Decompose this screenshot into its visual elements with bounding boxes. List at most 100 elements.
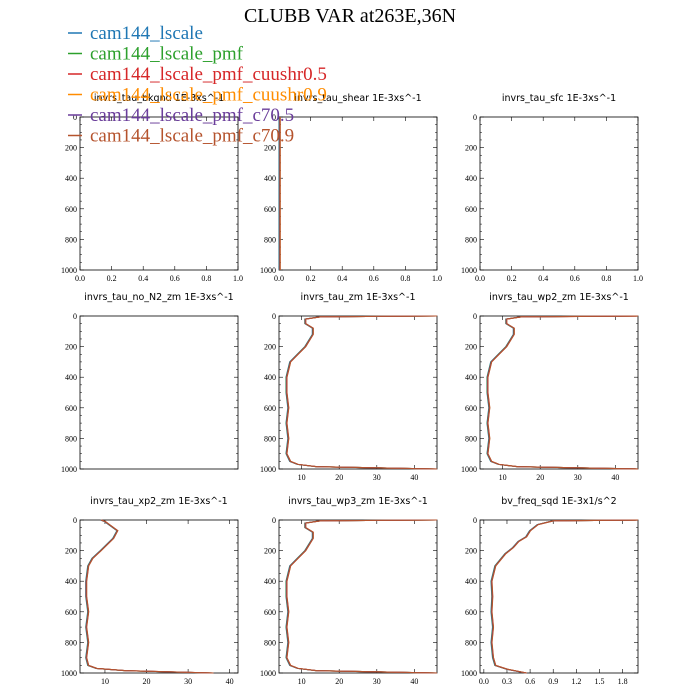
y-tick-label: 200 xyxy=(264,144,276,153)
panel-title: invrs_tau_wp2_zm 1E-3xs^-1 xyxy=(489,292,629,303)
panel-title: invrs_tau_no_N2_zm 1E-3xs^-1 xyxy=(84,292,233,303)
x-tick-label: 10 xyxy=(298,677,306,686)
panel: bv_freq_sqd 1E-3x1/s^2020040060080010000… xyxy=(461,496,639,686)
panel-frame xyxy=(79,519,239,674)
x-tick-label: 0.3 xyxy=(502,677,512,686)
x-tick-label: 0.8 xyxy=(601,274,611,283)
y-tick-label: 800 xyxy=(264,638,276,647)
series-line-cam144_lscale_pmf_c70.9 xyxy=(286,519,438,674)
series-line-cam144_lscale_pmf xyxy=(85,519,213,674)
x-tick-label: 10 xyxy=(101,677,109,686)
panel-frame xyxy=(479,315,639,470)
series-line-cam144_lscale xyxy=(285,315,437,470)
panel-title: invrs_tau_sfc 1E-3xs^-1 xyxy=(502,93,616,104)
y-tick-label: 200 xyxy=(264,547,276,556)
y-tick-label: 1000 xyxy=(260,266,276,275)
panel-title: invrs_tau_zm 1E-3xs^-1 xyxy=(301,292,416,303)
y-tick-label: 800 xyxy=(465,638,477,647)
series-line-cam144_lscale xyxy=(486,315,638,470)
legend-label: cam144_lscale_pmf_cuushr0.5 xyxy=(90,64,327,85)
x-tick-label: 0.4 xyxy=(538,274,548,283)
panel: invrs_tau_zm 1E-3xs^-1 0 200 400 600 800 1000 1… xyxy=(260,292,438,482)
panel-frame xyxy=(278,519,438,674)
y-tick-label: 0 xyxy=(473,312,477,321)
y-tick-label: 400 xyxy=(65,373,77,382)
panel: invrs_tau_no_N2_zm 1E-3xs^-1 0 200 400 600 80… xyxy=(61,292,239,474)
y-tick-label: 1000 xyxy=(61,266,77,275)
y-tick-label: 600 xyxy=(465,404,477,413)
y-tick-label: 600 xyxy=(465,608,477,617)
y-tick-label: 1000 xyxy=(461,266,477,275)
x-tick-label: 0.6 xyxy=(369,274,379,283)
y-tick-label: 1000 xyxy=(461,669,477,678)
panel-frame xyxy=(79,315,239,470)
x-tick-label: 0.4 xyxy=(337,274,347,283)
legend-label: cam144_lscale_pmf xyxy=(90,44,244,65)
panel: invrs_tau_sfc 1E-3xs^-1 0 200 400 600 800 1000… xyxy=(461,93,643,283)
y-tick-label: 600 xyxy=(264,205,276,214)
x-tick-label: 20 xyxy=(335,473,343,482)
y-tick-label: 400 xyxy=(264,373,276,382)
series-line-cam144_lscale_pmf_cuushr0.9 xyxy=(491,519,639,674)
series-line-cam144_lscale_pmf_c70.9 xyxy=(286,315,438,470)
y-tick-label: 800 xyxy=(465,434,477,443)
x-tick-label: 0.2 xyxy=(507,274,517,283)
series-line-cam144_lscale_pmf_c70.5 xyxy=(491,519,639,674)
panel: invrs_tau_bkgnd 1E-3xs^-1 0 200 400 600 800 10… xyxy=(61,93,243,283)
x-tick-label: 10 xyxy=(499,473,507,482)
legend-label: cam144_lscale_pmf_c70.5 xyxy=(90,105,294,126)
legend-label: cam144_lscale_pmf_c70.9 xyxy=(90,126,294,147)
y-tick-label: 400 xyxy=(65,174,77,183)
legend-label: cam144_lscale_pmf_cuushr0.9 xyxy=(90,85,327,106)
y-tick-label: 200 xyxy=(465,547,477,556)
y-tick-label: 800 xyxy=(465,235,477,244)
x-tick-label: 30 xyxy=(574,473,582,482)
series-line-cam144_lscale_pmf_cuushr0.5 xyxy=(491,519,639,674)
x-tick-label: 30 xyxy=(373,473,381,482)
legend: cam144_lscalecam144_lscale_pmfcam144_lsc… xyxy=(68,23,327,147)
x-tick-label: 20 xyxy=(143,677,151,686)
y-tick-label: 0 xyxy=(272,113,276,122)
x-tick-label: 20 xyxy=(536,473,544,482)
panel: invrs_tau_wp2_zm 1E-3xs^-1 0 200 400 600 800 1… xyxy=(461,292,639,482)
series-line-cam144_lscale_pmf_c70.5 xyxy=(85,519,214,674)
y-tick-label: 400 xyxy=(465,373,477,382)
x-tick-label: 20 xyxy=(335,677,343,686)
x-tick-label: 0.6 xyxy=(170,274,180,283)
x-tick-label: 10 xyxy=(298,473,306,482)
y-tick-label: 200 xyxy=(65,547,77,556)
x-tick-label: 0.0 xyxy=(475,274,485,283)
x-tick-label: 0.0 xyxy=(75,274,85,283)
series-line-cam144_lscale xyxy=(85,519,213,674)
panel-title: bv_freq_sqd 1E-3x1/s^2 xyxy=(501,496,616,507)
panels: invrs_tau_bkgnd 1E-3xs^-1020040060080010… xyxy=(61,93,643,686)
y-tick-label: 1000 xyxy=(461,465,477,474)
panel-frame xyxy=(479,116,639,271)
y-tick-label: 1000 xyxy=(260,669,276,678)
y-tick-label: 1000 xyxy=(61,669,77,678)
x-tick-label: 0.8 xyxy=(201,274,211,283)
y-tick-label: 400 xyxy=(465,174,477,183)
x-tick-label: 0.6 xyxy=(525,677,535,686)
y-tick-label: 600 xyxy=(465,205,477,214)
y-tick-label: 800 xyxy=(65,235,77,244)
y-tick-label: 800 xyxy=(264,434,276,443)
x-tick-label: 30 xyxy=(184,677,192,686)
x-tick-label: 1.0 xyxy=(233,274,243,283)
x-tick-label: 40 xyxy=(611,473,619,482)
y-tick-label: 1000 xyxy=(61,465,77,474)
panel-title: invrs_tau_xp2_zm 1E-3xs^-1 xyxy=(90,496,227,507)
series-line-cam144_lscale_pmf_c70.9 xyxy=(487,315,639,470)
panel-title: invrs_tau_bkgnd 1E-3xs^-1 xyxy=(94,93,224,104)
series-line-cam144_lscale xyxy=(285,519,437,674)
y-tick-label: 0 xyxy=(73,516,77,525)
series-line-cam144_lscale_pmf_c70.9 xyxy=(491,519,639,674)
panel-frame xyxy=(278,116,438,271)
y-tick-label: 600 xyxy=(65,404,77,413)
y-tick-label: 0 xyxy=(73,113,77,122)
x-tick-label: 0.0 xyxy=(274,274,284,283)
y-tick-label: 400 xyxy=(264,577,276,586)
x-tick-label: 0.4 xyxy=(138,274,148,283)
y-tick-label: 1000 xyxy=(260,465,276,474)
y-tick-label: 400 xyxy=(465,577,477,586)
